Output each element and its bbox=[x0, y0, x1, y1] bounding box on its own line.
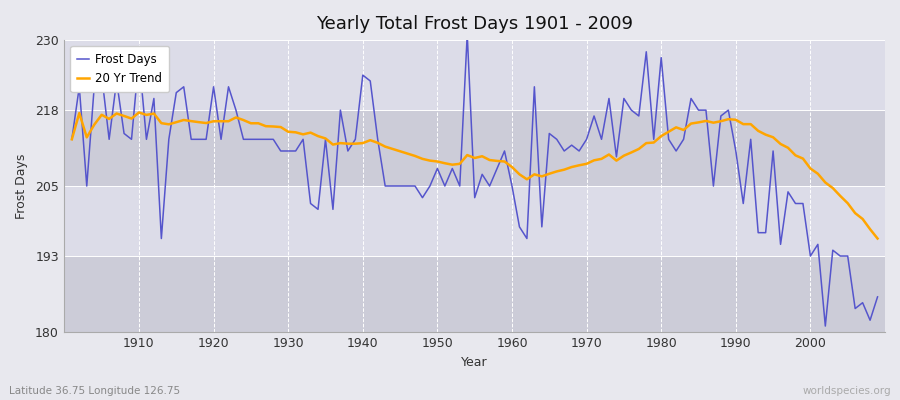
Text: Latitude 36.75 Longitude 126.75: Latitude 36.75 Longitude 126.75 bbox=[9, 386, 180, 396]
Frost Days bbox=[335, 108, 346, 112]
Bar bbox=[65, 110, 885, 186]
Frost Days bbox=[514, 224, 525, 229]
Bar bbox=[65, 256, 885, 332]
20 Yr Trend bbox=[126, 116, 137, 121]
20 Yr Trend bbox=[872, 236, 883, 241]
20 Yr Trend bbox=[514, 172, 525, 177]
Text: worldspecies.org: worldspecies.org bbox=[803, 386, 891, 396]
Y-axis label: Frost Days: Frost Days bbox=[15, 153, 28, 219]
X-axis label: Year: Year bbox=[462, 356, 488, 369]
Title: Yearly Total Frost Days 1901 - 2009: Yearly Total Frost Days 1901 - 2009 bbox=[316, 15, 634, 33]
Frost Days bbox=[872, 294, 883, 299]
Frost Days bbox=[462, 32, 472, 37]
Frost Days bbox=[604, 96, 615, 101]
20 Yr Trend bbox=[298, 132, 309, 137]
Frost Days bbox=[67, 137, 77, 142]
Line: Frost Days: Frost Days bbox=[72, 34, 878, 326]
Frost Days bbox=[507, 184, 517, 188]
20 Yr Trend bbox=[133, 110, 144, 115]
Line: 20 Yr Trend: 20 Yr Trend bbox=[72, 112, 878, 238]
Frost Days bbox=[126, 137, 137, 142]
Frost Days bbox=[290, 148, 301, 153]
20 Yr Trend bbox=[507, 165, 517, 170]
20 Yr Trend bbox=[67, 137, 77, 142]
20 Yr Trend bbox=[604, 152, 615, 157]
20 Yr Trend bbox=[343, 141, 354, 146]
Legend: Frost Days, 20 Yr Trend: Frost Days, 20 Yr Trend bbox=[70, 46, 169, 92]
Bar bbox=[65, 40, 885, 110]
Bar bbox=[65, 186, 885, 256]
Frost Days bbox=[820, 324, 831, 328]
